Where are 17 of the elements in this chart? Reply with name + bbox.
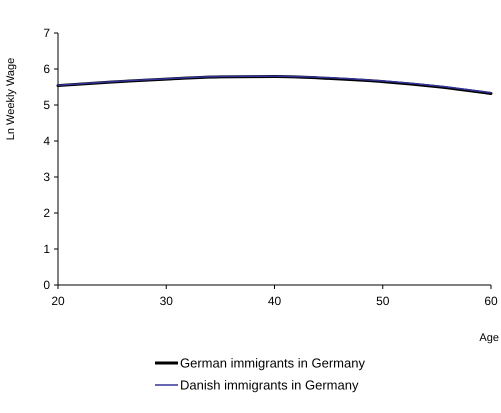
y-tick-label: 4 — [43, 134, 50, 148]
y-tick-label: 1 — [43, 242, 50, 256]
x-tick-label: 20 — [51, 294, 65, 308]
x-tick-label: 40 — [268, 294, 282, 308]
y-tick-label: 2 — [43, 206, 50, 220]
legend-label: Danish immigrants in Germany — [180, 378, 359, 393]
x-tick-label: 50 — [376, 294, 390, 308]
y-tick-label: 6 — [43, 62, 50, 76]
x-axis-title: Age — [479, 332, 499, 344]
y-axis-title: Ln Weekly Wage — [5, 58, 17, 140]
legend-label: German immigrants in Germany — [180, 356, 366, 371]
y-tick-label: 5 — [43, 98, 50, 112]
y-tick-label: 0 — [43, 278, 50, 292]
y-tick-label: 7 — [43, 26, 50, 40]
x-tick-label: 60 — [484, 294, 498, 308]
x-tick-label: 30 — [160, 294, 174, 308]
y-tick-label: 3 — [43, 170, 50, 184]
